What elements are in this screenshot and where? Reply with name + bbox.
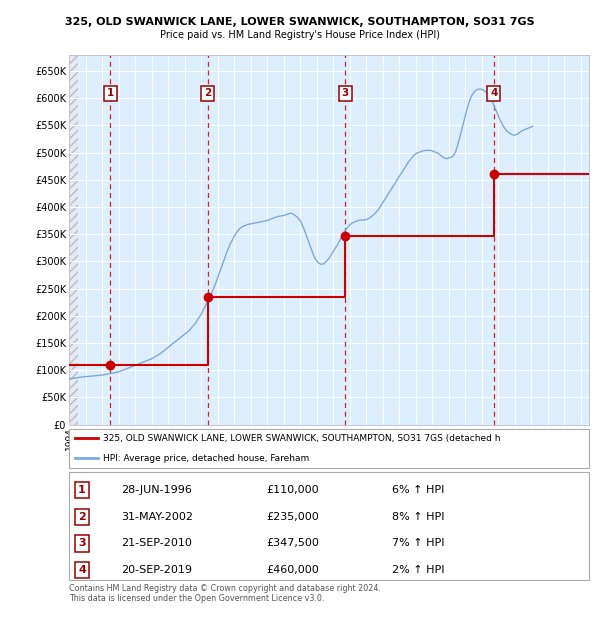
Text: 4: 4 [78, 565, 86, 575]
Text: 3: 3 [341, 89, 349, 99]
Text: 8% ↑ HPI: 8% ↑ HPI [392, 512, 444, 521]
Text: 20-SEP-2019: 20-SEP-2019 [121, 565, 192, 575]
Text: 2: 2 [204, 89, 212, 99]
Text: Contains HM Land Registry data © Crown copyright and database right 2024.
This d: Contains HM Land Registry data © Crown c… [69, 584, 381, 603]
Text: 1: 1 [106, 89, 114, 99]
Text: 2% ↑ HPI: 2% ↑ HPI [392, 565, 444, 575]
FancyBboxPatch shape [69, 472, 589, 580]
FancyBboxPatch shape [69, 429, 589, 468]
Text: £235,000: £235,000 [266, 512, 319, 521]
Text: 21-SEP-2010: 21-SEP-2010 [121, 539, 192, 549]
Text: 2: 2 [78, 512, 86, 521]
Text: £347,500: £347,500 [266, 539, 320, 549]
Text: HPI: Average price, detached house, Fareham: HPI: Average price, detached house, Fare… [103, 454, 309, 463]
Text: 3: 3 [78, 539, 86, 549]
Text: 28-JUN-1996: 28-JUN-1996 [121, 485, 192, 495]
Text: 325, OLD SWANWICK LANE, LOWER SWANWICK, SOUTHAMPTON, SO31 7GS (detached h: 325, OLD SWANWICK LANE, LOWER SWANWICK, … [103, 434, 500, 443]
Text: 6% ↑ HPI: 6% ↑ HPI [392, 485, 444, 495]
Text: 4: 4 [490, 89, 497, 99]
Text: 1: 1 [78, 485, 86, 495]
Text: 7% ↑ HPI: 7% ↑ HPI [392, 539, 444, 549]
Text: Price paid vs. HM Land Registry's House Price Index (HPI): Price paid vs. HM Land Registry's House … [160, 30, 440, 40]
Text: £460,000: £460,000 [266, 565, 319, 575]
Text: 325, OLD SWANWICK LANE, LOWER SWANWICK, SOUTHAMPTON, SO31 7GS: 325, OLD SWANWICK LANE, LOWER SWANWICK, … [65, 17, 535, 27]
Text: 31-MAY-2002: 31-MAY-2002 [121, 512, 193, 521]
Text: £110,000: £110,000 [266, 485, 319, 495]
